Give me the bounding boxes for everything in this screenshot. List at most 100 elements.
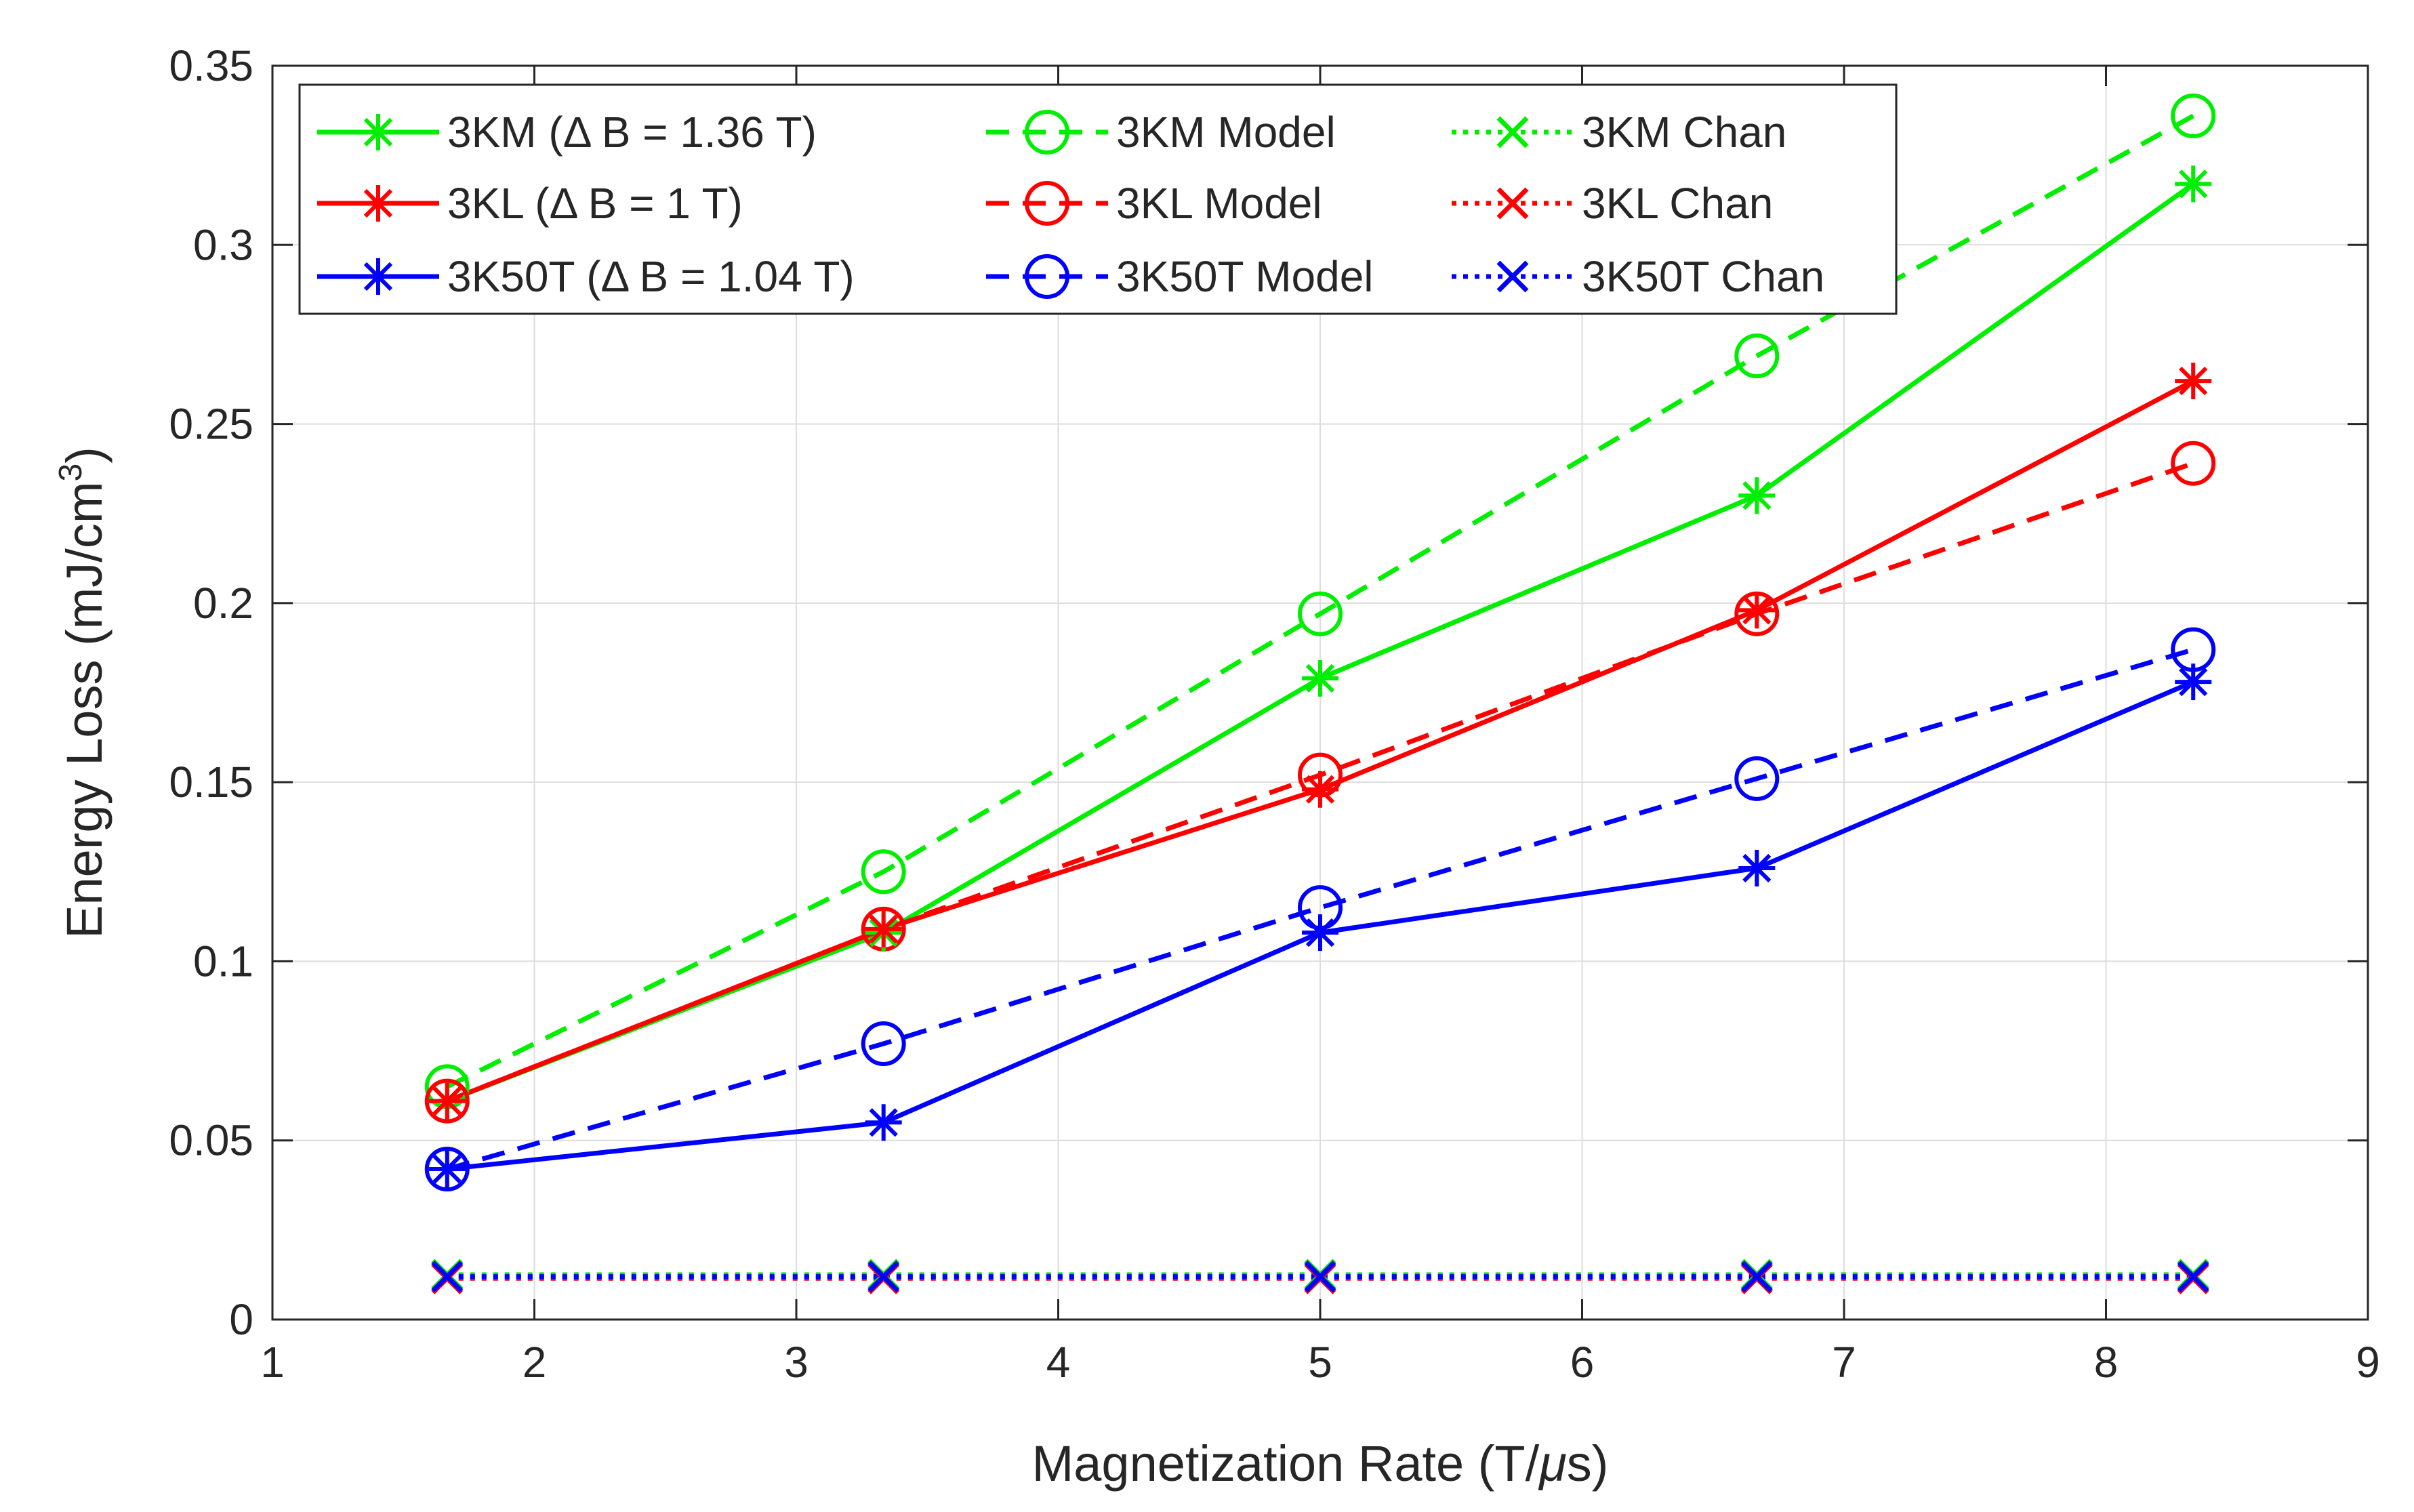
marker-x-stroke (1740, 1261, 1773, 1293)
marker-asterisk-stroke (363, 262, 393, 291)
y-tick-label: 0.05 (169, 1116, 253, 1165)
data-point (2175, 165, 2212, 203)
marker-asterisk-stroke (432, 1154, 462, 1184)
legend-label: 3KL Chan (1582, 179, 1773, 228)
y-axis-label-main: Energy Loss (mJ/cm (56, 481, 112, 938)
marker-circle (1025, 254, 1069, 299)
data-point (1738, 850, 1776, 886)
legend-label-text: 3K50T Chan (1582, 252, 1824, 301)
series-line (446, 113, 2194, 1089)
y-axis-label-tail: ) (56, 447, 112, 464)
legend-marker (1496, 116, 1529, 148)
legend-marker (1025, 110, 1069, 155)
marker-x-stroke (1496, 187, 1529, 220)
x-axis-label-tail: s) (1567, 1435, 1609, 1492)
marker-asterisk-stroke (1305, 775, 1335, 804)
legend-label: 3KL (Δ B = 1 T) (447, 179, 743, 228)
markers (424, 94, 2216, 1294)
data-point (1738, 477, 1776, 514)
legend-label-text: 3KL Model (1116, 179, 1322, 228)
legend-label-text: 3K50T ( (447, 252, 601, 301)
legend-label: 3K50T Model (1116, 252, 1374, 301)
x-tick-label: 3 (784, 1338, 809, 1387)
marker-asterisk-stroke (2179, 169, 2208, 199)
legend-label-text: 3KM ( (447, 108, 563, 157)
data-point (1740, 1261, 1773, 1293)
x-axis-label-main: Magnetization Rate (T/ (1032, 1435, 1540, 1492)
marker-circle (861, 849, 906, 895)
y-tick-label: 0.1 (193, 937, 253, 985)
y-tick-label: 0.2 (193, 579, 253, 628)
marker-circle (2171, 441, 2216, 486)
data-point (428, 1151, 466, 1187)
x-axis-label-mu: μ (1538, 1435, 1567, 1492)
x-axis-label: Magnetization Rate (T/μs) (1032, 1435, 1609, 1492)
marker-x-stroke (1496, 260, 1529, 293)
marker-asterisk-stroke (363, 188, 393, 218)
data-point (424, 1147, 470, 1191)
data-point (424, 1078, 470, 1124)
marker-circle (424, 1147, 470, 1191)
data-point (861, 849, 906, 895)
legend-marker (1025, 181, 1069, 226)
legend-label-rest: B = 1.04 T) (628, 252, 855, 301)
legend-entry: 3K50T Model (986, 252, 1374, 301)
ticks (271, 64, 2369, 1321)
marker-circle (1025, 181, 1069, 226)
marker-x-stroke (2177, 1261, 2209, 1293)
marker-circle (2171, 94, 2216, 138)
marker-x-stroke (431, 1261, 464, 1293)
legend-label: 3K50T (Δ B = 1.04 T) (447, 252, 855, 301)
x-tick-label: 4 (1046, 1338, 1071, 1387)
marker-asterisk-stroke (1305, 918, 1335, 947)
marker-asterisk-stroke (869, 914, 898, 943)
marker-x-stroke (1304, 1261, 1336, 1293)
x-tick-label: 9 (2356, 1338, 2380, 1387)
data-point (2175, 663, 2212, 701)
data-point (1734, 756, 1780, 801)
marker-circle (1025, 110, 1069, 155)
x-tick-label: 7 (1832, 1338, 1856, 1387)
legend-label: 3KL Model (1116, 179, 1322, 228)
data-point (1738, 592, 1776, 629)
legend-label-text: 3KL Chan (1582, 179, 1773, 228)
legend-entry: 3KL Model (986, 179, 1322, 228)
data-point (867, 1261, 900, 1293)
marker-asterisk-stroke (2179, 668, 2208, 697)
marker-circle (861, 1021, 906, 1066)
data-point (1734, 333, 1780, 379)
marker-asterisk-stroke (1742, 481, 1772, 510)
data-point (431, 1261, 464, 1293)
legend-label-text: 3K50T Model (1116, 252, 1374, 301)
y-tick-label: 0.3 (193, 220, 253, 269)
data-point (2171, 441, 2216, 486)
marker-asterisk-stroke (432, 1086, 462, 1116)
legend-label-rest: B = 1.36 T) (590, 108, 817, 157)
x-tick-label: 8 (2094, 1338, 2119, 1387)
legend-marker (1025, 254, 1069, 299)
data-point (1298, 591, 1343, 636)
marker-asterisk-stroke (1742, 853, 1772, 883)
data-point (865, 1104, 902, 1141)
data-point (1302, 914, 1338, 952)
marker-asterisk-stroke (2179, 367, 2208, 396)
data-point (861, 1021, 906, 1066)
marker-circle (424, 1078, 470, 1124)
data-point (865, 910, 902, 947)
y-tick-label: 0.25 (169, 400, 253, 449)
data-point (428, 1082, 466, 1120)
data-point (2177, 1261, 2209, 1293)
marker-circle (1298, 591, 1343, 636)
series-line (446, 647, 2194, 1172)
marker-circle (1734, 756, 1780, 801)
legend-entry: 3KL Chan (1452, 179, 1773, 228)
legend-entry: 3KM Model (986, 108, 1336, 157)
legend-label-delta: Δ (550, 179, 577, 228)
legend-marker (360, 114, 396, 150)
y-tick-label: 0.35 (169, 41, 253, 90)
x-tick-label: 1 (260, 1338, 285, 1387)
marker-asterisk-stroke (363, 117, 393, 147)
legend-entry: 3K50T Chan (1452, 252, 1824, 301)
marker-x-stroke (867, 1261, 900, 1293)
